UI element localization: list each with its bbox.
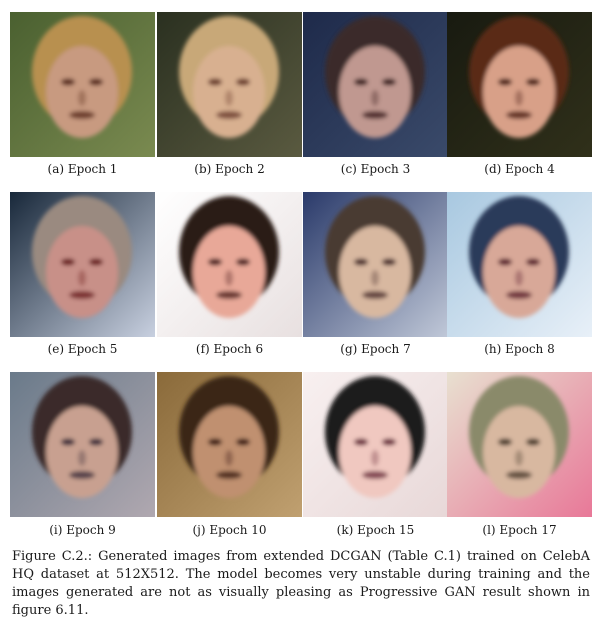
face-thumbnail <box>157 192 302 337</box>
face-thumbnail <box>157 372 302 517</box>
face-thumbnail <box>447 12 592 157</box>
subfigure-caption: (h) Epoch 8 <box>484 342 555 356</box>
face-thumbnail <box>10 372 155 517</box>
subfigure-caption: (d) Epoch 4 <box>484 162 555 176</box>
figure-caption: Figure C.2.: Generated images from exten… <box>12 549 590 618</box>
subfigure-caption: (l) Epoch 17 <box>482 523 557 537</box>
face-thumbnail <box>303 372 448 517</box>
subfigure-caption: (k) Epoch 15 <box>336 523 415 537</box>
face-thumbnail <box>10 12 155 157</box>
subfigure-caption: (j) Epoch 10 <box>192 523 267 537</box>
face-thumbnail <box>447 192 592 337</box>
subfigure-caption: (b) Epoch 2 <box>194 162 265 176</box>
generated-face-image <box>447 192 592 337</box>
generated-face-image <box>157 372 302 517</box>
generated-face-image <box>10 372 155 517</box>
generated-face-image <box>10 192 155 337</box>
face-thumbnail <box>303 192 448 337</box>
generated-face-image <box>157 12 302 157</box>
generated-face-image <box>303 372 448 517</box>
generated-face-image <box>10 12 155 157</box>
face-thumbnail <box>157 12 302 157</box>
subfigure-caption: (c) Epoch 3 <box>340 162 411 176</box>
subfigure-caption: (a) Epoch 1 <box>47 162 118 176</box>
face-thumbnail <box>447 372 592 517</box>
subfigure-caption: (e) Epoch 5 <box>47 342 118 356</box>
generated-face-image <box>303 192 448 337</box>
subfigure-caption: (i) Epoch 9 <box>49 523 116 537</box>
subfigure-caption: (f) Epoch 6 <box>195 342 264 356</box>
subfigure-caption: (g) Epoch 7 <box>340 342 411 356</box>
generated-face-image <box>157 192 302 337</box>
generated-face-image <box>447 12 592 157</box>
face-thumbnail <box>10 192 155 337</box>
generated-face-image <box>447 372 592 517</box>
generated-face-image <box>303 12 448 157</box>
face-thumbnail <box>303 12 448 157</box>
